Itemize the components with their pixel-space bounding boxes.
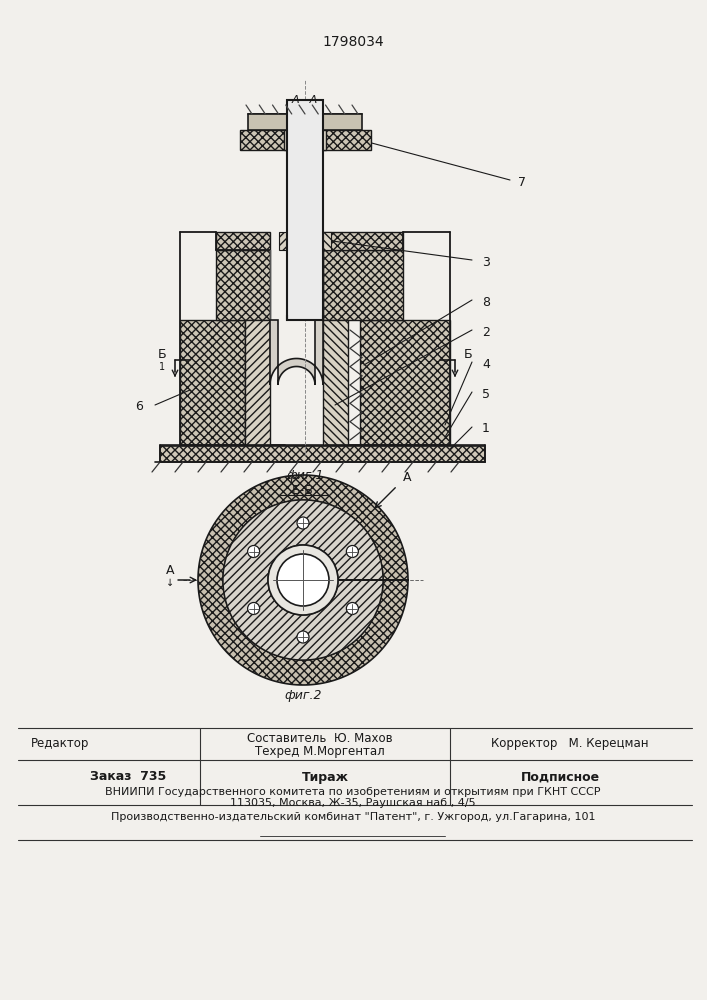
Bar bbox=[323, 130, 371, 150]
Text: 8: 8 bbox=[482, 296, 490, 308]
Bar bbox=[216, 232, 270, 250]
Circle shape bbox=[247, 546, 259, 558]
Text: А - А: А - А bbox=[292, 95, 318, 105]
Text: 3: 3 bbox=[482, 255, 490, 268]
Text: Подписное: Подписное bbox=[520, 770, 600, 784]
Text: Корректор   М. Керецман: Корректор М. Керецман bbox=[491, 738, 649, 750]
Text: 113035, Москва, Ж-35, Раушская наб., 4/5: 113035, Москва, Ж-35, Раушская наб., 4/5 bbox=[230, 798, 476, 808]
Bar bbox=[240, 130, 288, 150]
Bar bbox=[180, 320, 245, 445]
Text: 2: 2 bbox=[482, 326, 490, 338]
Text: Составитель  Ю. Махов: Составитель Ю. Махов bbox=[247, 732, 393, 744]
Text: ВНИИПИ Государственного комитета по изобретениям и открытиям при ГКНТ СССР: ВНИИПИ Государственного комитета по изоб… bbox=[105, 787, 601, 797]
Text: Производственно-издательский комбинат "Патент", г. Ужгород, ул.Гагарина, 101: Производственно-издательский комбинат "П… bbox=[111, 812, 595, 822]
Circle shape bbox=[277, 554, 329, 606]
Text: Техред М.Моргентал: Техред М.Моргентал bbox=[255, 746, 385, 758]
Text: Редактор: Редактор bbox=[31, 738, 89, 750]
Text: 1: 1 bbox=[482, 422, 490, 436]
Text: фиг.1: фиг.1 bbox=[286, 468, 324, 482]
Circle shape bbox=[297, 517, 309, 529]
Bar bbox=[248, 114, 362, 130]
Circle shape bbox=[346, 602, 358, 614]
Text: Заказ  735: Заказ 735 bbox=[90, 770, 166, 784]
Bar bbox=[245, 320, 270, 445]
Bar bbox=[160, 446, 485, 462]
Bar bbox=[360, 320, 450, 445]
Bar bbox=[284, 130, 326, 150]
Bar bbox=[216, 250, 270, 320]
Text: 5: 5 bbox=[482, 387, 490, 400]
Circle shape bbox=[247, 602, 259, 614]
Polygon shape bbox=[270, 320, 323, 385]
Text: ↓: ↓ bbox=[166, 578, 174, 588]
Bar bbox=[279, 232, 287, 250]
Polygon shape bbox=[198, 475, 408, 685]
Bar bbox=[323, 250, 403, 320]
Bar bbox=[287, 100, 323, 320]
Polygon shape bbox=[223, 500, 383, 660]
Text: 6: 6 bbox=[135, 400, 143, 414]
Text: Б: Б bbox=[464, 349, 472, 361]
Circle shape bbox=[268, 545, 338, 615]
Bar bbox=[323, 320, 348, 445]
Text: 7: 7 bbox=[518, 176, 526, 188]
Text: Б-Б: Б-Б bbox=[292, 484, 314, 496]
Circle shape bbox=[346, 546, 358, 558]
Text: 1: 1 bbox=[159, 362, 165, 372]
Circle shape bbox=[297, 631, 309, 643]
Bar bbox=[323, 232, 331, 250]
Text: 1798034: 1798034 bbox=[322, 35, 384, 49]
Text: Тираж: Тираж bbox=[301, 770, 349, 784]
Text: А: А bbox=[165, 564, 174, 576]
Bar bbox=[323, 232, 403, 250]
Text: А: А bbox=[403, 471, 411, 484]
Text: 4: 4 bbox=[482, 358, 490, 370]
Text: фиг.2: фиг.2 bbox=[284, 688, 322, 702]
Text: Б: Б bbox=[158, 349, 166, 361]
